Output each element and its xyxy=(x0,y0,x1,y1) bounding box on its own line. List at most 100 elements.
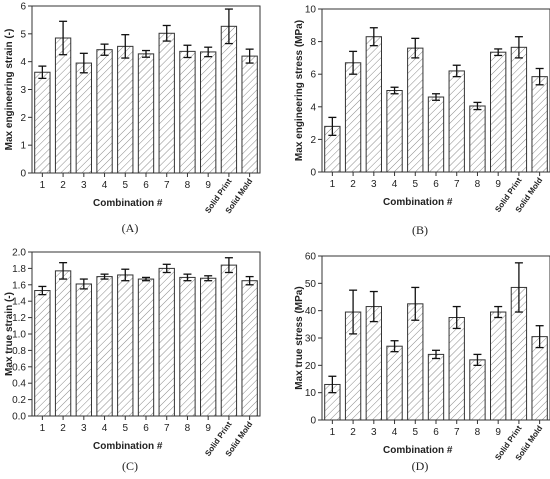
bar xyxy=(179,50,196,174)
x-axis-title: Combination # xyxy=(93,198,163,209)
y-tick-label: 8 xyxy=(310,37,316,48)
x-tick-label: 2 xyxy=(350,427,356,438)
bar xyxy=(344,62,362,173)
x-axis-title: Combination # xyxy=(383,445,453,456)
bar xyxy=(407,47,424,173)
y-tick-label: 0 xyxy=(20,169,26,180)
y-tick-label: 1.6 xyxy=(12,280,26,291)
bar xyxy=(75,62,92,174)
bar xyxy=(386,90,403,173)
chart-panel: 0.0 0.2 0.4 0.6 0.8 1.0 1.2 1.4 1.6 1.8 2.0 1 2 3 4 5 6 7… xyxy=(4,248,261,473)
bar xyxy=(365,36,382,173)
bar xyxy=(241,280,258,417)
x-tick-label: 8 xyxy=(475,427,481,438)
x-tick-label: 3 xyxy=(81,180,87,191)
panel-label: (B) xyxy=(412,223,428,237)
x-tick-label: 8 xyxy=(185,423,191,434)
bar xyxy=(510,46,528,173)
y-tick-label: 0.0 xyxy=(12,412,26,423)
bar xyxy=(137,278,155,417)
x-tick-label: 7 xyxy=(164,423,170,434)
y-tick-label: 4 xyxy=(20,57,26,68)
y-tick-label: 6 xyxy=(20,2,26,13)
bar xyxy=(427,353,445,421)
bar xyxy=(158,32,175,174)
bar xyxy=(117,274,134,417)
x-tick-label: 5 xyxy=(412,179,418,190)
y-axis-title: Max engineering stress (MPa) xyxy=(294,20,305,161)
x-tick-label: 6 xyxy=(433,179,439,190)
x-tick-label: 4 xyxy=(392,427,398,438)
y-tick-label: 0 xyxy=(310,416,316,427)
x-tick-label: 2 xyxy=(60,180,66,191)
y-tick-label: 1.8 xyxy=(12,264,26,275)
x-tick-label: 7 xyxy=(454,179,460,190)
x-tick-label: 9 xyxy=(205,180,211,191)
x-tick-label: 4 xyxy=(392,179,398,190)
y-tick-label: 20 xyxy=(305,361,317,372)
x-tick-label: 1 xyxy=(40,180,46,191)
x-tick-label: 9 xyxy=(495,179,501,190)
y-tick-label: 1.0 xyxy=(12,330,26,341)
y-tick-label: 3 xyxy=(20,85,26,96)
x-tick-label: 1 xyxy=(40,423,46,434)
x-tick-label: 6 xyxy=(433,427,439,438)
y-tick-label: 4 xyxy=(310,102,316,113)
x-tick-label: 4 xyxy=(102,180,108,191)
x-tick-label: 8 xyxy=(475,179,481,190)
bar xyxy=(469,105,486,173)
bar xyxy=(407,303,424,421)
x-tick-label: 2 xyxy=(60,423,66,434)
y-tick-label: 40 xyxy=(305,306,317,317)
panel-label: (A) xyxy=(122,221,139,235)
y-axis-title: Max true stress (MPa) xyxy=(294,286,305,389)
bar xyxy=(179,276,196,417)
y-tick-label: 2.0 xyxy=(12,248,26,259)
x-tick-label: 6 xyxy=(143,423,149,434)
bar xyxy=(490,51,507,173)
y-tick-label: 2 xyxy=(310,135,316,146)
x-axis-title: Combination # xyxy=(383,197,453,208)
y-tick-label: 50 xyxy=(305,279,317,290)
x-tick-label: 1 xyxy=(330,427,336,438)
bar xyxy=(427,96,445,173)
bar xyxy=(220,264,238,417)
y-tick-label: 0.6 xyxy=(12,362,26,373)
y-tick-label: 6 xyxy=(310,70,316,81)
bar xyxy=(386,345,403,421)
bar xyxy=(96,49,113,174)
x-tick-label: 1 xyxy=(330,179,336,190)
x-tick-label: 4 xyxy=(102,423,108,434)
y-tick-label: 0 xyxy=(310,168,316,179)
bar xyxy=(241,55,258,174)
bar xyxy=(117,45,134,174)
y-tick-label: 0.4 xyxy=(12,379,26,390)
bar xyxy=(158,267,175,417)
x-tick-label: 5 xyxy=(122,180,128,191)
bar xyxy=(34,71,51,174)
x-tick-label: 7 xyxy=(454,427,460,438)
panel-label: (C) xyxy=(122,459,138,473)
x-tick-label: 7 xyxy=(164,180,170,191)
panel-label: (D) xyxy=(412,459,429,473)
x-tick-label: 5 xyxy=(412,427,418,438)
x-tick-label: 2 xyxy=(350,179,356,190)
bar xyxy=(365,306,382,421)
x-tick-label: 9 xyxy=(205,423,211,434)
bar xyxy=(531,76,548,173)
y-tick-label: 30 xyxy=(305,334,317,345)
y-tick-label: 0.8 xyxy=(12,346,26,357)
y-tick-label: 2 xyxy=(20,113,26,124)
x-tick-label: 3 xyxy=(371,179,377,190)
bar xyxy=(448,317,465,421)
y-tick-label: 60 xyxy=(305,252,317,263)
x-tick-label: 9 xyxy=(495,427,501,438)
y-tick-label: 10 xyxy=(305,388,317,399)
bar xyxy=(34,290,51,417)
y-tick-label: 1.2 xyxy=(12,313,26,324)
bar xyxy=(469,359,486,421)
